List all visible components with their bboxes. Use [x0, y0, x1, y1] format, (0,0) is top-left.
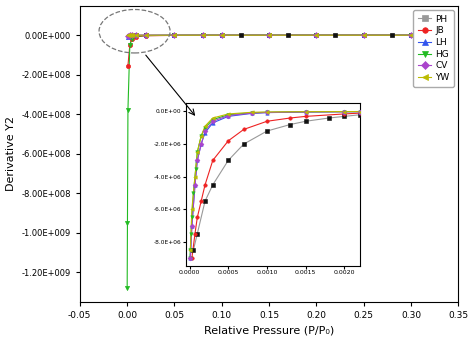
Y-axis label: Derivative Y2: Derivative Y2 — [6, 116, 16, 191]
Legend: PH, JB, LH, HG, CV, YW: PH, JB, LH, HG, CV, YW — [413, 10, 454, 87]
X-axis label: Relative Pressure (P/P₀): Relative Pressure (P/P₀) — [204, 325, 334, 336]
